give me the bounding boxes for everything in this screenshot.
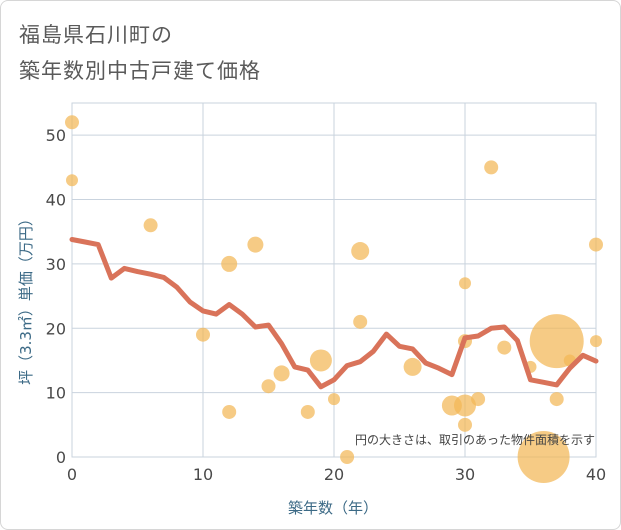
y-tick-label: 30	[46, 255, 66, 274]
y-tick-label: 40	[46, 191, 66, 210]
y-tick-label: 10	[46, 384, 66, 403]
scatter-bubble	[517, 431, 570, 483]
scatter-bubble	[300, 404, 315, 419]
scatter-bubble	[549, 392, 564, 407]
scatter-bubble	[351, 242, 370, 261]
x-axis-label: 築年数（年）	[288, 499, 378, 517]
scatter-bubble	[66, 174, 78, 187]
scatter-bubble	[454, 394, 476, 417]
y-tick-label: 20	[46, 319, 66, 338]
scatter-bubble	[497, 340, 512, 355]
scatter-bubble	[403, 357, 422, 376]
scatter-bubble	[261, 379, 276, 394]
x-tick-label: 20	[324, 465, 344, 484]
scatter-bubble	[484, 160, 499, 175]
y-tick-labels: 0 10 20 30 40 50	[46, 126, 66, 467]
y-tick-label: 0	[56, 448, 66, 467]
scatter-bubble	[309, 349, 332, 372]
chart-title-line-2: 築年数別中古戸建て価格	[19, 59, 261, 83]
size-legend-note: 円の大きさは、取引のあった物件面積を示す	[355, 432, 595, 447]
scatter-bubble	[221, 255, 238, 272]
scatter-bubble	[328, 393, 340, 406]
bubbles	[65, 115, 603, 483]
trend-line	[69, 237, 599, 390]
x-tick-labels: 0 10 20 30 40	[67, 465, 606, 484]
x-tick-label: 30	[455, 465, 475, 484]
chart-title-line-1: 福島県石川町の	[19, 23, 173, 47]
scatter-bubble	[196, 327, 210, 342]
scatter-bubble	[458, 417, 472, 432]
scatter-bubble	[471, 392, 486, 407]
scatter-bubble	[65, 115, 79, 130]
y-axis-label: 坪（3.3㎡）単価（万円）	[17, 211, 35, 385]
scatter-bubble	[273, 365, 290, 382]
scatter-bubble	[247, 236, 264, 253]
scatter-bubble	[340, 450, 355, 464]
x-tick-label: 40	[586, 465, 606, 484]
x-tick-label: 0	[67, 465, 77, 484]
scatter-bubble	[222, 404, 237, 419]
scatter-bubble	[353, 314, 368, 329]
scatter-bubble	[459, 277, 471, 290]
scatter-bubble	[589, 237, 603, 252]
scatter-bubble	[143, 218, 158, 233]
scatter-bubble	[590, 335, 602, 348]
y-tick-label: 50	[46, 126, 66, 145]
chart-title: 福島県石川町の 築年数別中古戸建て価格	[19, 17, 261, 89]
x-tick-label: 10	[193, 465, 213, 484]
